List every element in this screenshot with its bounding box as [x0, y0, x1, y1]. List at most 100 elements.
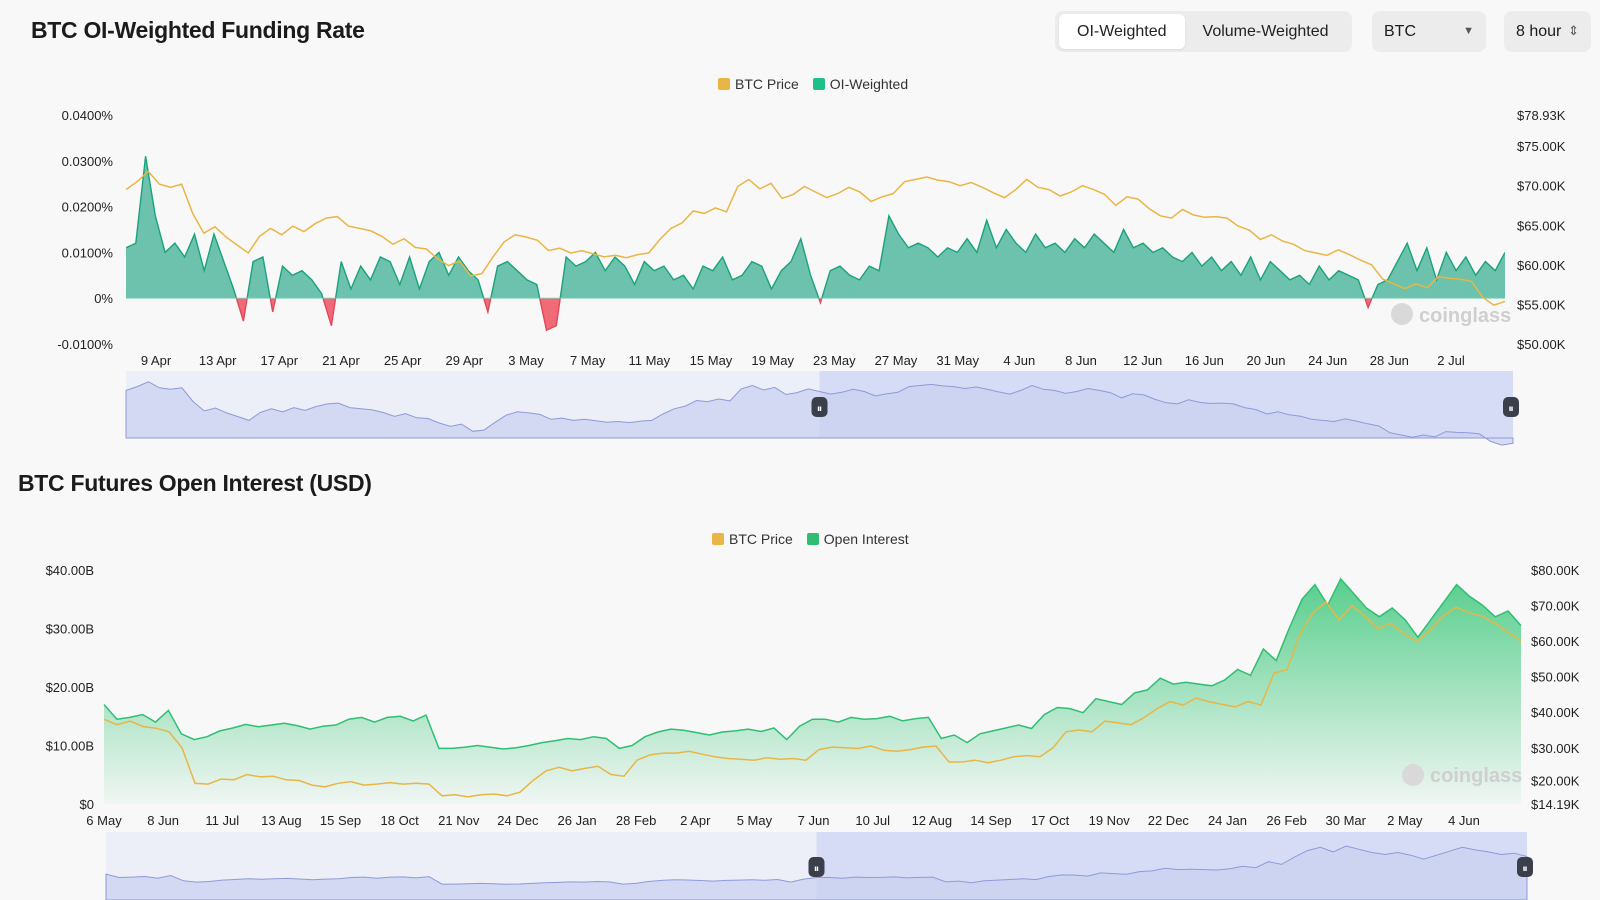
x-tick-label: 21 Nov: [438, 813, 480, 828]
handle-grip-icon: ⏸: [1508, 403, 1514, 415]
y-left-tick-label: 0.0400%: [62, 108, 114, 123]
x-tick-label: 12 Aug: [912, 813, 953, 828]
x-tick-label: 2 Apr: [680, 813, 711, 828]
y-left-tick-label: $10.00B: [46, 739, 94, 754]
legend-swatch-price: [712, 533, 724, 545]
x-tick-label: 4 Jun: [1448, 813, 1480, 828]
x-tick-label: 9 Apr: [141, 353, 172, 368]
y-left-tick-label: $30.00B: [46, 622, 94, 637]
x-tick-label: 19 Nov: [1089, 813, 1131, 828]
y-left-tick-label: $20.00B: [46, 680, 94, 695]
x-tick-label: 30 Mar: [1326, 813, 1367, 828]
y-right-tick-label: $14.19K: [1531, 797, 1580, 812]
legend-swatch-price: [718, 78, 730, 90]
navigator-handle-right[interactable]: [1517, 857, 1533, 877]
x-tick-label: 31 May: [936, 353, 979, 368]
legend-label: OI-Weighted: [829, 76, 909, 92]
x-tick-label: 20 Jun: [1246, 353, 1285, 368]
funding-rate-title: BTC OI-Weighted Funding Rate: [31, 17, 365, 43]
funding-rate-chart: 0.0400% 0.0300% 0.0200% 0.0100% 0% -0.0100% $7…: [57, 108, 1566, 446]
open-interest-line: [103, 577, 1522, 750]
caret-down-icon: ▼: [1463, 25, 1474, 37]
x-tick-label: 11 Jul: [205, 813, 239, 828]
asset-select[interactable]: BTC ▼: [1372, 11, 1486, 52]
x-tick-label: 17 Apr: [261, 353, 299, 368]
handle-grip-icon: ⏸: [817, 403, 823, 415]
x-tick-label: 7 Jun: [798, 813, 830, 828]
y-right-tick-label: $50.00K: [1517, 337, 1566, 352]
y-right-tick-label: $65.00K: [1517, 218, 1566, 233]
legend-item-price-2[interactable]: BTC Price: [712, 531, 793, 547]
watermark-text: coinglass: [1419, 305, 1511, 327]
handle-grip-icon: ⏸: [1522, 863, 1528, 875]
y-right-tick-label: $30.00K: [1531, 741, 1580, 756]
x-tick-label: 27 May: [875, 353, 918, 368]
y-left-tick-label: 0.0300%: [62, 154, 114, 169]
x-tick-label: 25 Apr: [384, 353, 422, 368]
legend-item-price[interactable]: BTC Price: [718, 76, 799, 92]
legend-label: BTC Price: [729, 531, 793, 547]
legend-label: Open Interest: [823, 531, 909, 547]
x-tick-label: 8 Jun: [1065, 353, 1097, 368]
y-right-tick-label: $78.93K: [1517, 108, 1566, 123]
y-right-tick-label: $80.00K: [1531, 563, 1580, 578]
x-tick-label: 2 May: [1387, 813, 1423, 828]
interval-select[interactable]: 8 hour ⇕: [1504, 11, 1591, 52]
tab-volume-weighted[interactable]: Volume-Weighted: [1202, 23, 1329, 40]
open-interest-area: [104, 578, 1521, 804]
x-tick-label: 8 Jun: [147, 813, 179, 828]
x-tick-label: 11 May: [628, 353, 670, 368]
coinglass-logo: [1402, 764, 1424, 786]
x-tick-label: 24 Jan: [1208, 813, 1247, 828]
y-left-tick-label: -0.0100%: [57, 337, 113, 352]
navigator-handle-left[interactable]: [811, 397, 828, 417]
x-tick-label: 7 May: [570, 353, 606, 368]
y-left-tick-label: 0.0200%: [62, 200, 114, 215]
x-tick-label: 13 Aug: [261, 813, 302, 828]
price-line: [103, 600, 1522, 798]
x-tick-label: 24 Dec: [497, 813, 539, 828]
y-right-tick-label: $40.00K: [1531, 705, 1580, 720]
navigator-series: [105, 845, 1528, 900]
watermark-text: coinglass: [1430, 765, 1522, 787]
price-line: [125, 170, 1506, 307]
tab-oi-weighted[interactable]: OI-Weighted: [1059, 14, 1185, 49]
y-left-tick-label: $0: [80, 797, 94, 812]
x-tick-label: 28 Feb: [616, 813, 656, 828]
x-tick-label: 23 May: [813, 353, 856, 368]
y-right-tick-label: $70.00K: [1517, 179, 1566, 194]
y-right-tick-label: $60.00K: [1517, 258, 1566, 273]
legend-swatch-oi-weighted: [812, 78, 825, 90]
y-right-tick-label: $60.00K: [1531, 634, 1580, 649]
x-tick-label: 3 May: [508, 353, 544, 368]
x-tick-label: 16 Jun: [1185, 353, 1224, 368]
legend-item-open-interest[interactable]: Open Interest: [806, 531, 909, 547]
x-tick-label: 24 Jun: [1308, 353, 1347, 368]
legend-item-oi-weighted[interactable]: OI-Weighted: [812, 76, 909, 92]
x-tick-label: 21 Apr: [322, 353, 360, 368]
funding-positive-group: [126, 156, 1505, 299]
y-right-tick-label: $50.00K: [1531, 670, 1580, 685]
coinglass-logo: [1391, 303, 1413, 325]
funding-positive-line: [126, 156, 1505, 299]
x-tick-label: 18 Oct: [381, 813, 420, 828]
y-right-tick-label: $20.00K: [1531, 773, 1580, 788]
x-tick-label: 2 Jul: [1437, 353, 1465, 368]
x-tick-label: 19 May: [751, 353, 794, 368]
y-left-tick-label: 0.0100%: [62, 245, 114, 260]
x-tick-label: 29 Apr: [446, 353, 484, 368]
oi-legend: BTC Price Open Interest: [712, 531, 909, 547]
x-tick-label: 26 Jan: [558, 813, 597, 828]
y-right-tick-label: $55.00K: [1517, 297, 1566, 312]
y-right-tick-label: $75.00K: [1517, 139, 1566, 154]
y-left-tick-label: 0%: [94, 291, 113, 306]
y-right-tick-label: $70.00K: [1531, 599, 1580, 614]
navigator-handle-left[interactable]: [808, 857, 825, 877]
x-tick-label: 12 Jun: [1123, 353, 1162, 368]
x-tick-label: 22 Dec: [1148, 813, 1190, 828]
x-tick-label: 6 May: [86, 813, 122, 828]
sort-updown-icon: ⇕: [1568, 23, 1579, 38]
navigator-handle-right[interactable]: [1503, 397, 1519, 417]
funding-legend: BTC Price OI-Weighted: [718, 76, 908, 92]
interval-select-value: 8 hour: [1516, 23, 1562, 40]
